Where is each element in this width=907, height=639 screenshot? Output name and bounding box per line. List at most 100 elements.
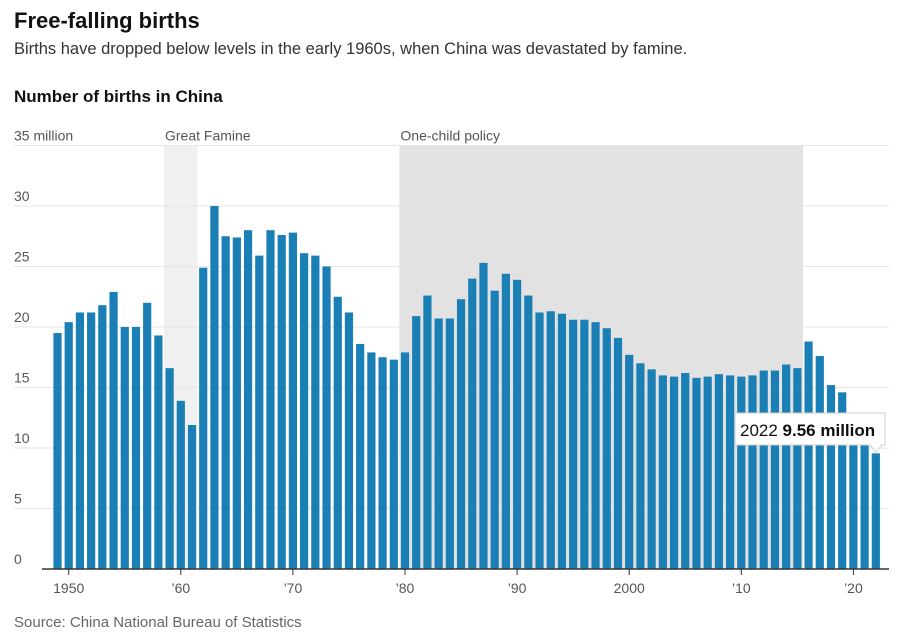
bar — [344, 312, 354, 569]
bar — [109, 291, 118, 569]
y-tick-label: 5 — [14, 491, 22, 507]
x-tick-label: ’70 — [284, 580, 303, 596]
bar — [176, 400, 185, 569]
bar — [546, 311, 555, 569]
bar — [412, 316, 421, 569]
x-tick-label: 1950 — [53, 580, 84, 596]
bar — [64, 322, 73, 569]
bar — [557, 313, 567, 569]
bar — [636, 363, 645, 569]
callout: 2022 9.56 million — [734, 412, 886, 454]
bar — [793, 368, 802, 569]
bar — [255, 255, 264, 570]
bar — [221, 236, 230, 569]
axis-labels: 0 5 10 15 20 25 30 35 million 1950 ’60 ’70 ’80 ’90 20… — [14, 128, 863, 597]
bar — [726, 375, 735, 569]
bar — [400, 352, 410, 569]
bar — [748, 375, 757, 569]
bar — [591, 322, 600, 569]
bar — [300, 253, 309, 569]
bar — [87, 312, 96, 569]
callout-pointer — [868, 444, 883, 454]
bar — [513, 279, 522, 569]
bar — [423, 295, 432, 569]
x-tick-label: ’20 — [844, 580, 863, 596]
bar — [378, 357, 387, 569]
bar — [389, 359, 398, 569]
bar — [569, 319, 578, 569]
y-tick-label: 30 — [14, 188, 30, 204]
bar — [838, 392, 847, 569]
bar — [199, 267, 208, 569]
bar — [53, 333, 62, 569]
y-tick-label: 10 — [14, 430, 30, 446]
bar — [737, 376, 746, 569]
period-band — [399, 145, 803, 569]
x-tick-label: ’80 — [396, 580, 415, 596]
bar — [322, 266, 331, 569]
bar — [165, 368, 174, 569]
source-note: Source: China National Bureau of Statist… — [14, 614, 302, 631]
callout-year: 2022 — [740, 421, 783, 440]
bar — [681, 372, 690, 569]
callout-text: 2022 9.56 million — [740, 421, 875, 440]
bar — [490, 290, 499, 569]
bar — [367, 352, 376, 569]
bar — [849, 423, 858, 569]
bar — [714, 374, 723, 569]
bar — [759, 370, 768, 569]
bar — [602, 328, 611, 569]
x-axis — [42, 568, 889, 575]
bar — [625, 354, 634, 569]
bar — [356, 343, 365, 569]
bar — [434, 318, 443, 569]
births-bar-chart: Great Famine One-child policy 0 5 10 15 20 25 3… — [14, 128, 889, 597]
y-tick-label: 0 — [14, 551, 22, 567]
period-label: One-child policy — [400, 128, 500, 144]
bar — [75, 312, 85, 569]
bar — [580, 319, 589, 569]
bar — [445, 318, 454, 569]
bar — [535, 312, 544, 569]
bar — [243, 230, 253, 569]
bar — [277, 235, 286, 570]
bar — [826, 385, 836, 569]
bar — [120, 327, 129, 569]
bar — [479, 262, 488, 569]
bar — [468, 278, 477, 569]
bar — [782, 364, 791, 569]
bar — [501, 273, 510, 569]
bar — [154, 335, 163, 569]
chart-label: Number of births in China — [14, 87, 223, 106]
chart-subtitle: Births have dropped below levels in the … — [14, 40, 688, 58]
period-label: Great Famine — [165, 128, 251, 144]
bar — [311, 255, 320, 570]
x-tick-label: ’90 — [508, 580, 527, 596]
period-bands: Great Famine One-child policy — [163, 128, 803, 569]
x-tick-label: ’60 — [171, 580, 190, 596]
bar — [98, 305, 107, 569]
bar — [815, 356, 824, 569]
bar — [647, 369, 656, 569]
chart-title: Free-falling births — [14, 8, 200, 33]
y-tick-label: 15 — [14, 370, 30, 386]
callout-value: 9.56 million — [783, 421, 876, 440]
bar — [871, 453, 880, 569]
bar — [210, 206, 219, 569]
y-tick-label: 35 million — [14, 128, 73, 144]
bar — [770, 370, 780, 569]
x-tick-label: ’10 — [732, 580, 751, 596]
callout-pointer-mask — [870, 443, 881, 446]
bar — [187, 425, 197, 569]
bar — [131, 327, 141, 569]
bar — [456, 299, 466, 569]
bar — [669, 376, 679, 569]
bar-series — [53, 206, 880, 570]
bar — [658, 375, 667, 569]
callout-box — [734, 412, 886, 446]
bar — [804, 341, 813, 569]
bar — [613, 337, 623, 569]
bar — [703, 376, 712, 569]
bar — [692, 377, 701, 569]
bar — [143, 302, 152, 569]
